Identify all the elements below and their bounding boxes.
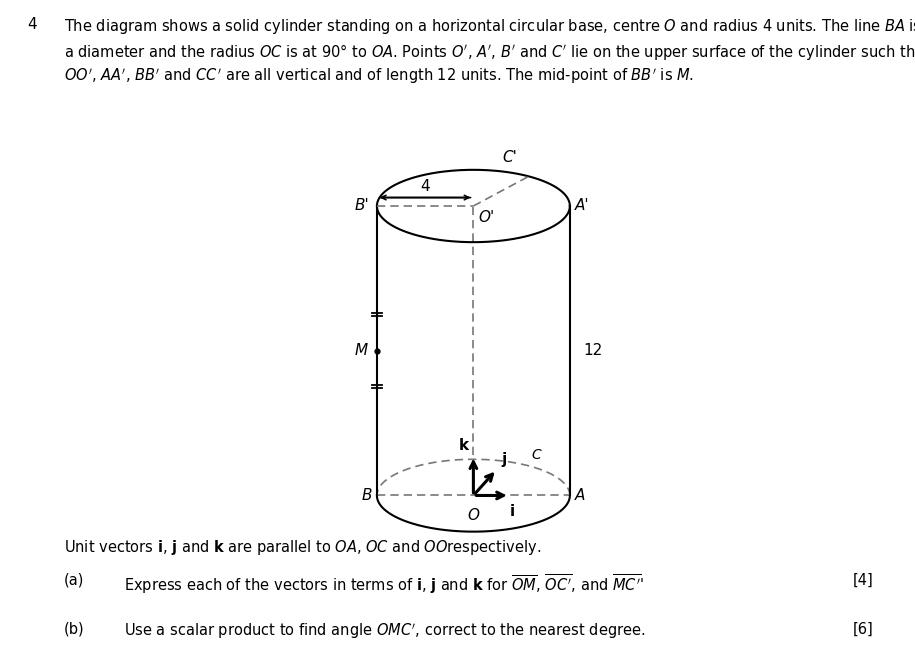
Text: M: M	[354, 343, 367, 358]
Text: The diagram shows a solid cylinder standing on a horizontal circular base, centr: The diagram shows a solid cylinder stand…	[64, 17, 915, 36]
Text: B: B	[361, 488, 372, 503]
Text: j: j	[501, 452, 507, 467]
Text: a diameter and the radius $\mathit{OC}$ is at 90° to $\mathit{OA}$. Points $\mat: a diameter and the radius $\mathit{OC}$ …	[64, 42, 915, 62]
Text: Use a scalar product to find angle $\mathit{OMC'}$, correct to the nearest degre: Use a scalar product to find angle $\mat…	[124, 622, 645, 641]
Text: [4]: [4]	[853, 573, 874, 587]
Text: C': C'	[502, 150, 517, 165]
Text: O': O'	[479, 210, 494, 224]
Text: 4: 4	[27, 17, 38, 32]
Text: B': B'	[355, 198, 370, 214]
Text: A: A	[575, 488, 585, 503]
Text: 4: 4	[420, 179, 430, 194]
Text: (b): (b)	[64, 622, 85, 636]
Text: 12: 12	[583, 343, 602, 358]
Text: (a): (a)	[64, 573, 84, 587]
Text: i: i	[510, 504, 514, 519]
Text: k: k	[458, 438, 468, 453]
Text: [6]: [6]	[853, 622, 874, 636]
Text: O: O	[468, 507, 479, 523]
Text: Express each of the vectors in terms of $\mathbf{i}$, $\mathbf{j}$ and $\mathbf{: Express each of the vectors in terms of …	[124, 573, 644, 596]
Text: A': A'	[575, 198, 589, 214]
Text: Unit vectors $\mathbf{i}$, $\mathbf{j}$ and $\mathbf{k}$ are parallel to $\mathi: Unit vectors $\mathbf{i}$, $\mathbf{j}$ …	[64, 538, 542, 556]
Text: $\mathit{OO'}$, $\mathit{AA'}$, $\mathit{BB'}$ and $\mathit{CC'}$ are all vertic: $\mathit{OO'}$, $\mathit{AA'}$, $\mathit…	[64, 67, 694, 86]
Text: C: C	[531, 448, 541, 462]
